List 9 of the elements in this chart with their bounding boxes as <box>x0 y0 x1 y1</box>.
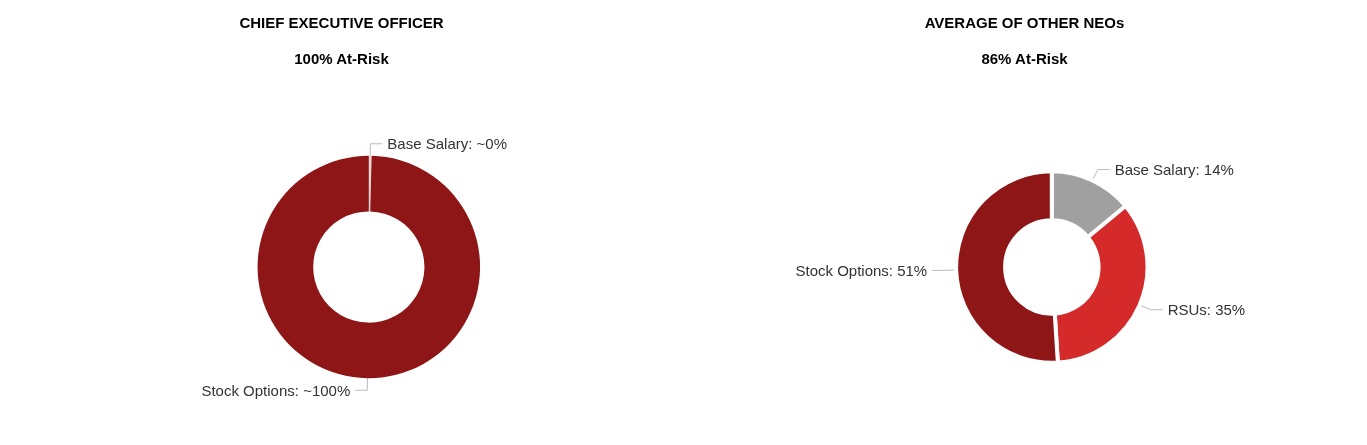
chart-subtitle: 86% At-Risk <box>981 50 1069 67</box>
slice-label: Base Salary: 14% <box>1114 161 1234 179</box>
slice-label: Stock Options: 51% <box>795 261 928 279</box>
slice-label: Base Salary: ~0% <box>387 135 508 153</box>
slice-label: Stock Options: ~100% <box>201 381 351 399</box>
slice-label: RSUs: 35% <box>1167 301 1246 319</box>
chart-title: CHIEF EXECUTIVE OFFICER <box>239 14 444 31</box>
chart-title: AVERAGE OF OTHER NEOs <box>924 14 1125 31</box>
chart-subtitle: 100% At-Risk <box>294 50 390 67</box>
